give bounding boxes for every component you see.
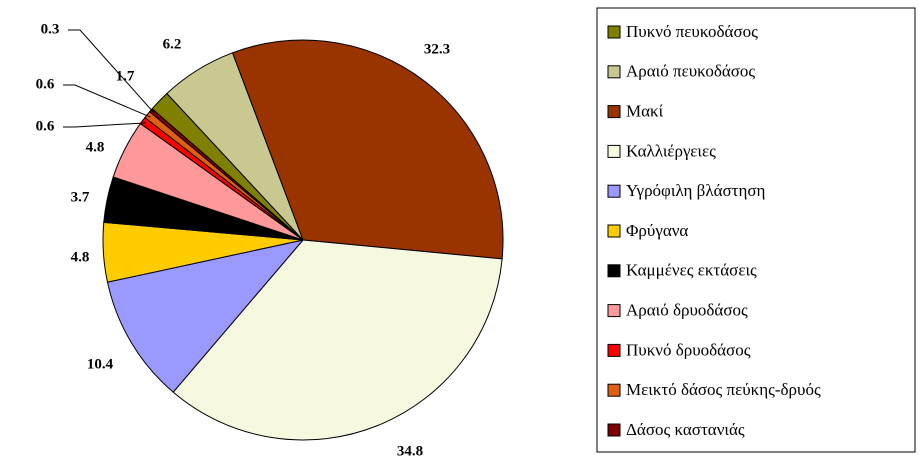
legend-label: Αραιό πευκοδάσος (626, 62, 755, 81)
leader-line (63, 84, 151, 118)
pie-slice (106, 239, 305, 393)
legend-label: Μακί (626, 102, 664, 121)
data-label: 34.8 (397, 443, 423, 459)
legend-swatch (607, 264, 621, 278)
legend-label: Πυκνό δρυοδάσος (626, 340, 751, 359)
legend-label: Μεικτό δάσος πεύκης-δρυός (626, 380, 821, 399)
legend-swatch (607, 383, 621, 397)
leader-line (68, 29, 155, 114)
pie-slice (172, 239, 503, 441)
pie-slice (148, 108, 304, 241)
legend-swatch (607, 144, 621, 158)
data-label: 6.2 (163, 36, 182, 52)
legend-swatch (607, 343, 621, 357)
leader-line (63, 122, 146, 128)
data-label: 4.8 (86, 139, 105, 155)
data-label: 3.7 (71, 189, 90, 205)
legend-box (596, 7, 916, 453)
data-label: 0.6 (36, 118, 55, 134)
legend-label: Υγρόφιλη βλάστηση (626, 181, 765, 200)
legend-swatch (607, 25, 621, 39)
legend-label: Αραιό δρυοδάσος (626, 301, 748, 320)
pie-slice (231, 39, 504, 260)
legend-label: Δάσος καστανιάς (626, 420, 745, 439)
data-label: 4.8 (71, 249, 90, 265)
data-label: 0.6 (36, 76, 55, 92)
data-label: 0.3 (41, 21, 60, 37)
legend-label: Φρύγανα (626, 221, 688, 240)
data-label: 10.4 (87, 356, 114, 372)
data-label: 32.3 (424, 41, 450, 57)
legend-swatch (607, 224, 621, 238)
legend-swatch (607, 304, 621, 318)
legend-swatch (607, 65, 621, 79)
legend-swatch (607, 105, 621, 119)
legend-label: Πυκνό πευκοδάσος (626, 22, 758, 41)
legend-label: Καμμένες εκτάσεις (626, 261, 757, 280)
legend-swatch (607, 184, 621, 198)
legend-label: Καλλιέργειες (626, 141, 716, 160)
data-label: 1.7 (116, 68, 135, 84)
legend-swatch (607, 423, 621, 437)
